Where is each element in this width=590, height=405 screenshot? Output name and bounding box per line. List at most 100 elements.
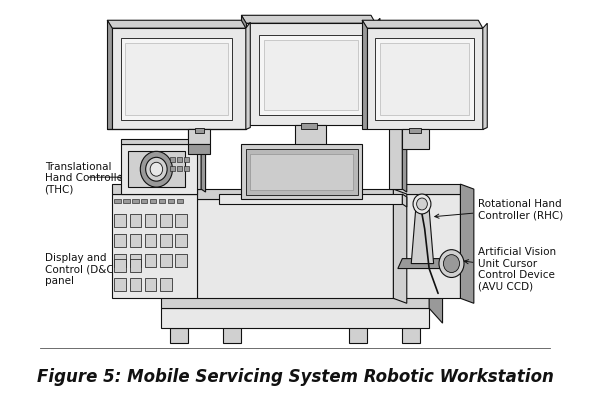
Circle shape — [146, 158, 167, 182]
Polygon shape — [394, 194, 460, 298]
Bar — [408, 128, 421, 134]
Polygon shape — [107, 21, 112, 130]
Polygon shape — [349, 323, 366, 343]
Polygon shape — [402, 130, 429, 150]
Polygon shape — [362, 21, 483, 29]
Bar — [168, 200, 174, 203]
Bar — [130, 214, 141, 227]
Text: Translational
Hand Controller
(THC): Translational Hand Controller (THC) — [45, 161, 127, 194]
Text: Rotational Hand
Controller (RHC): Rotational Hand Controller (RHC) — [435, 199, 563, 220]
Bar — [159, 200, 165, 203]
Bar — [130, 254, 141, 267]
Polygon shape — [112, 185, 196, 194]
Bar — [184, 167, 189, 172]
Bar — [160, 254, 172, 267]
Bar — [114, 259, 126, 272]
Polygon shape — [188, 81, 201, 190]
Bar — [160, 279, 172, 292]
Polygon shape — [241, 16, 375, 24]
Polygon shape — [112, 29, 246, 130]
Circle shape — [140, 152, 172, 188]
Bar — [301, 123, 317, 129]
Polygon shape — [246, 24, 375, 125]
Polygon shape — [201, 81, 205, 193]
Bar — [132, 200, 139, 203]
Bar — [141, 200, 148, 203]
Polygon shape — [120, 39, 232, 120]
Circle shape — [417, 198, 427, 211]
Polygon shape — [125, 44, 228, 115]
Bar — [145, 279, 156, 292]
Polygon shape — [375, 39, 474, 120]
Polygon shape — [366, 29, 483, 130]
Polygon shape — [259, 36, 362, 115]
Polygon shape — [112, 194, 196, 298]
Polygon shape — [219, 194, 402, 205]
Bar — [114, 279, 126, 292]
Bar — [123, 200, 130, 203]
Polygon shape — [128, 152, 185, 188]
Bar — [114, 254, 126, 267]
Polygon shape — [161, 294, 429, 309]
Polygon shape — [362, 21, 366, 130]
Polygon shape — [241, 145, 362, 200]
Polygon shape — [295, 125, 326, 150]
Polygon shape — [402, 194, 407, 207]
Circle shape — [397, 85, 402, 91]
Polygon shape — [246, 150, 358, 196]
Polygon shape — [411, 209, 434, 264]
Polygon shape — [196, 190, 394, 200]
Polygon shape — [196, 200, 394, 298]
Text: Video
monitor (3): Video monitor (3) — [147, 70, 205, 92]
Circle shape — [196, 85, 201, 91]
Polygon shape — [246, 23, 250, 130]
Polygon shape — [241, 16, 246, 125]
Bar — [175, 254, 187, 267]
Polygon shape — [380, 44, 470, 115]
Polygon shape — [250, 155, 353, 191]
Polygon shape — [389, 81, 402, 190]
Bar — [114, 214, 126, 227]
Polygon shape — [375, 19, 380, 125]
Polygon shape — [196, 140, 201, 148]
Bar — [130, 279, 141, 292]
Polygon shape — [170, 328, 188, 343]
Bar — [177, 200, 183, 203]
Bar — [175, 214, 187, 227]
Polygon shape — [394, 190, 407, 304]
Circle shape — [413, 194, 431, 214]
Bar — [130, 259, 141, 272]
Bar — [170, 158, 175, 163]
Polygon shape — [120, 140, 196, 145]
Polygon shape — [398, 259, 451, 269]
Bar — [160, 214, 172, 227]
Bar — [195, 128, 204, 134]
Circle shape — [444, 255, 460, 273]
Circle shape — [150, 163, 163, 177]
Bar — [160, 234, 172, 247]
Bar — [145, 214, 156, 227]
Bar — [175, 234, 187, 247]
Bar — [130, 234, 141, 247]
Text: Artificial Vision
Unit Cursor
Control Device
(AVU CCD): Artificial Vision Unit Cursor Control De… — [464, 247, 556, 291]
Text: Figure 5: Mobile Servicing System Robotic Workstation: Figure 5: Mobile Servicing System Roboti… — [37, 367, 553, 385]
Polygon shape — [460, 185, 474, 304]
Text: Display and
Control (D&C)
panel: Display and Control (D&C) panel — [45, 252, 117, 286]
Polygon shape — [188, 130, 210, 145]
Polygon shape — [120, 145, 196, 194]
Bar — [114, 234, 126, 247]
Polygon shape — [188, 145, 210, 155]
Polygon shape — [402, 81, 407, 193]
Bar — [145, 234, 156, 247]
Text: Portable
Computer System
(PCS): Portable Computer System (PCS) — [254, 203, 348, 236]
Bar — [114, 200, 120, 203]
Polygon shape — [402, 81, 407, 94]
Bar — [145, 254, 156, 267]
Polygon shape — [483, 24, 487, 130]
Polygon shape — [402, 328, 420, 343]
Circle shape — [439, 250, 464, 278]
Polygon shape — [224, 323, 241, 343]
Polygon shape — [107, 21, 246, 29]
Polygon shape — [394, 185, 460, 194]
Polygon shape — [264, 41, 358, 111]
